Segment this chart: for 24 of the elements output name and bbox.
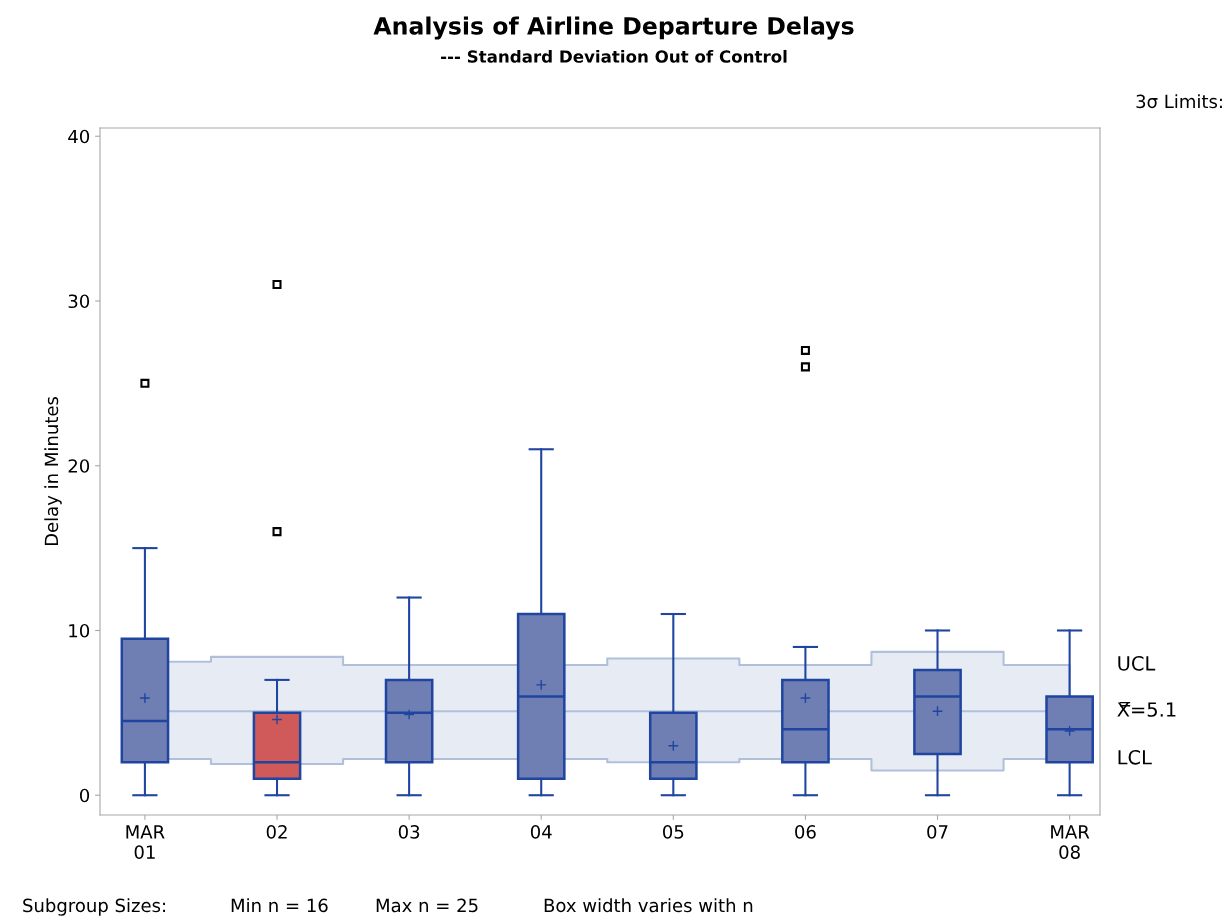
x-tick-label: MAR 01	[126, 825, 165, 859]
chart-title: Analysis of Airline Departure Delays	[373, 16, 854, 40]
text: UCL	[1118, 656, 1156, 671]
x-tick-label: 04	[530, 825, 552, 839]
x-tick-label: 07	[927, 825, 948, 839]
x-tick-label: 06	[795, 825, 816, 839]
y-tick-label: 40	[68, 129, 90, 144]
text: LCL	[1118, 749, 1152, 765]
y-tick-label: 20	[68, 459, 90, 473]
x-tick-label: 03	[398, 825, 420, 839]
y-tick-label: 0	[79, 788, 90, 803]
text: Box width varies with n	[544, 898, 753, 913]
x-tick-label: 05	[663, 825, 684, 839]
x-tick-label: MAR 08	[1051, 825, 1090, 859]
text: X̿=5.1	[1117, 701, 1176, 717]
y-tick-label: 10	[69, 623, 90, 638]
text: Max n = 25	[376, 898, 478, 913]
y-tick-label: 30	[68, 294, 90, 309]
text: Subgroup Sizes:	[23, 898, 165, 916]
chart-subtitle: --- Standard Deviation Out of Control	[441, 49, 787, 63]
x-tick-label: 02	[266, 825, 287, 839]
y-axis-title: Delay in Minutes	[44, 396, 62, 546]
text: Min n = 16	[231, 898, 328, 913]
text: 3σ Limits:	[1136, 94, 1222, 109]
